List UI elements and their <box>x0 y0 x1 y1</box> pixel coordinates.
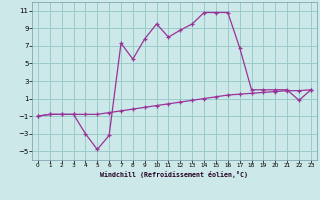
X-axis label: Windchill (Refroidissement éolien,°C): Windchill (Refroidissement éolien,°C) <box>100 171 248 178</box>
